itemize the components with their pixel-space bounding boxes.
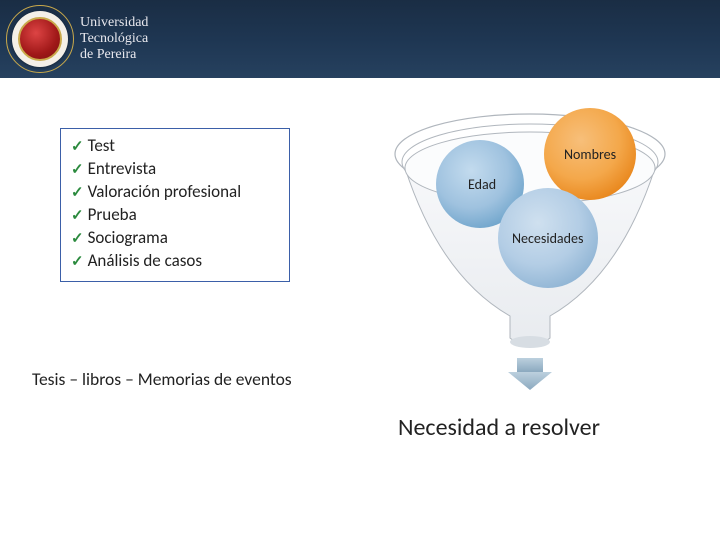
checklist-label: Prueba <box>88 204 137 227</box>
check-icon: ✓ <box>71 137 84 157</box>
checklist-item: ✓ Entrevista <box>71 158 279 181</box>
checklist-item: ✓ Sociograma <box>71 227 279 250</box>
checklist-item: ✓ Test <box>71 135 279 158</box>
funnel-label-edad: Edad <box>468 176 496 193</box>
slide-content: ✓ Test ✓ Entrevista ✓ Valoración profesi… <box>0 78 720 540</box>
tesis-line: Tesis – libros – Memorias de eventos <box>32 368 292 390</box>
checklist-item: ✓ Valoración profesional <box>71 181 279 204</box>
checklist-label: Análisis de casos <box>88 250 202 273</box>
result-line: Necesidad a resolver <box>398 413 600 442</box>
university-seal <box>12 11 68 67</box>
check-icon: ✓ <box>71 206 84 226</box>
checklist-box: ✓ Test ✓ Entrevista ✓ Valoración profesi… <box>60 128 290 282</box>
checklist-item: ✓ Análisis de casos <box>71 250 279 273</box>
checklist-label: Sociograma <box>88 227 168 250</box>
check-icon: ✓ <box>71 252 84 272</box>
university-name: Universidad Tecnológica de Pereira <box>80 15 148 63</box>
university-line3: de Pereira <box>80 47 148 63</box>
university-line1: Universidad <box>80 15 148 31</box>
header-bar: Universidad Tecnológica de Pereira <box>0 0 720 78</box>
check-icon: ✓ <box>71 183 84 203</box>
funnel-diagram: Nombres Edad Necesidades <box>380 106 680 386</box>
check-icon: ✓ <box>71 160 84 180</box>
check-icon: ✓ <box>71 229 84 249</box>
funnel-label-necesidades: Necesidades <box>512 230 583 247</box>
checklist-label: Valoración profesional <box>88 181 242 204</box>
university-line2: Tecnológica <box>80 31 148 47</box>
checklist-label: Test <box>88 135 115 158</box>
funnel-svg <box>380 106 680 396</box>
funnel-label-nombres: Nombres <box>564 146 616 163</box>
checklist-item: ✓ Prueba <box>71 204 279 227</box>
checklist-label: Entrevista <box>88 158 157 181</box>
